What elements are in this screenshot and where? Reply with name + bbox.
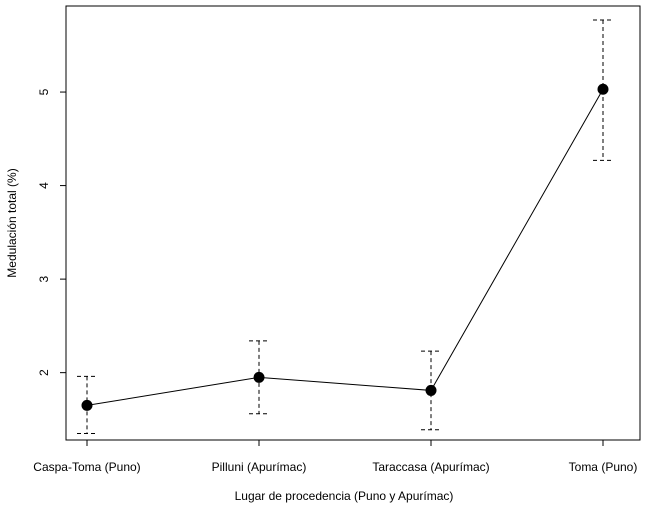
data-point-3 <box>597 83 609 95</box>
y-tick-label-3: 3 <box>37 275 51 282</box>
y-axis: 2 3 4 5 <box>37 88 66 376</box>
data-point-2 <box>425 384 437 396</box>
x-tick-label-3: Toma (Puno) <box>569 460 638 474</box>
error-bar-2 <box>421 350 441 431</box>
x-tick-label-0: Caspa-Toma (Puno) <box>33 460 140 474</box>
plot-frame <box>65 5 641 441</box>
series-polyline <box>86 88 604 406</box>
x-tick-label-2: Taraccasa (Apurímac) <box>372 460 489 474</box>
x-tick-label-1: Pilluni (Apurímac) <box>212 460 307 474</box>
y-tick-label-5: 5 <box>37 88 51 95</box>
y-tick-label-4: 4 <box>37 182 51 189</box>
y-tick-label-2: 2 <box>37 369 51 376</box>
data-point-1 <box>253 371 265 383</box>
data-points <box>81 83 609 411</box>
y-axis-title: Medulación total (%) <box>5 168 19 277</box>
x-axis-title: Lugar de procedencia (Puno y Apurímac) <box>235 489 454 503</box>
series-line <box>86 88 604 406</box>
data-point-0 <box>81 399 93 411</box>
error-bars <box>77 19 613 434</box>
x-axis: Caspa-Toma (Puno) Pilluni (Apurímac) Tarac… <box>33 440 637 474</box>
